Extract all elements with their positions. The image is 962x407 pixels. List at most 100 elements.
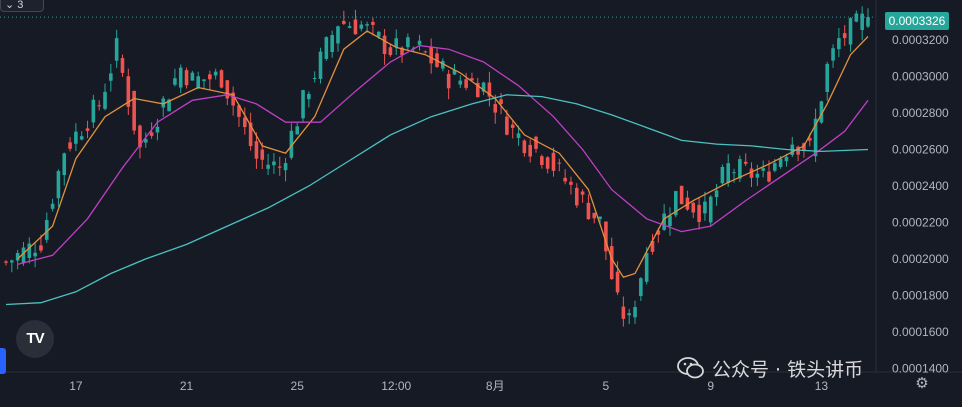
y-tick-label: 0.0002800 — [892, 106, 949, 120]
candle-body — [481, 82, 486, 92]
candle-body — [353, 19, 358, 35]
moving-average-line-2 — [17, 44, 869, 266]
candle-body — [213, 71, 218, 76]
y-tick-label: 0.0003200 — [892, 33, 949, 47]
candle-body — [580, 191, 585, 195]
candle-body — [842, 33, 847, 39]
candle-body — [423, 51, 428, 53]
candle-body — [307, 93, 311, 100]
candle-body — [639, 278, 643, 297]
x-tick-label: 5 — [603, 379, 610, 393]
candle-body — [44, 220, 49, 240]
candle-body — [74, 131, 78, 144]
candle-body — [720, 166, 725, 184]
candle-body — [807, 138, 812, 141]
candle-body — [388, 47, 393, 56]
candle-body — [534, 136, 538, 149]
side-panel-handle[interactable] — [0, 348, 6, 374]
candle-body — [417, 40, 422, 45]
candle-body — [149, 132, 154, 136]
candle-body — [91, 99, 96, 123]
candle-body — [784, 156, 789, 162]
candle-body — [662, 213, 666, 230]
candle-body — [173, 78, 177, 85]
candle-body — [219, 70, 224, 88]
candle-body — [691, 202, 696, 213]
candle-body — [831, 48, 835, 61]
candle-body — [167, 99, 171, 112]
candle-body — [656, 230, 661, 235]
candle-body — [813, 118, 818, 157]
candle-body — [103, 91, 107, 109]
candle-body — [621, 306, 626, 319]
candle-body — [120, 58, 125, 73]
candle-body — [15, 252, 20, 261]
candle-body — [231, 92, 235, 106]
candle-body — [615, 271, 620, 293]
candle-body — [359, 24, 364, 29]
candle-body — [726, 163, 731, 183]
candle-body — [371, 21, 375, 25]
candle-body — [540, 156, 544, 165]
candle-body — [382, 35, 387, 55]
candle-body — [749, 168, 754, 178]
candle-body — [761, 168, 765, 171]
candle-body — [39, 245, 43, 251]
candle-body — [452, 69, 457, 75]
candle-body — [458, 80, 463, 85]
candle-body — [10, 260, 14, 263]
candle-body — [697, 204, 701, 222]
x-tick-label: 13 — [815, 379, 829, 393]
candle-body — [114, 38, 119, 61]
candle-body — [318, 51, 323, 79]
candle-body — [574, 187, 579, 206]
candle-body — [557, 162, 562, 164]
candle-body — [406, 37, 410, 48]
watermark: 公众号 · 铁头讲币 — [676, 354, 863, 382]
candle-body — [62, 153, 67, 176]
candle-body — [27, 243, 32, 259]
candle-body — [178, 67, 183, 88]
candle-body — [184, 70, 189, 86]
candle-body — [109, 73, 113, 81]
candle-body — [225, 80, 230, 99]
y-tick-label: 0.0002400 — [892, 179, 949, 193]
indicator-collapse-button[interactable]: ⌄ 3 — [0, 0, 44, 12]
candle-body — [208, 74, 212, 80]
candle-body — [708, 196, 713, 223]
candle-body — [470, 78, 474, 81]
moving-average-line-1 — [17, 30, 869, 278]
candle-body — [598, 216, 602, 219]
candle-body — [312, 78, 317, 80]
candle-body — [126, 76, 131, 107]
candle-body — [866, 17, 870, 27]
candle-body — [650, 240, 655, 252]
candle-body — [627, 313, 631, 316]
x-tick-label: 8月 — [486, 379, 505, 393]
candle-body — [277, 166, 282, 168]
candle-body — [464, 79, 468, 88]
moving-average-line-3 — [5, 94, 869, 306]
x-tick-label: 21 — [180, 379, 194, 393]
candle-body — [202, 79, 206, 82]
candle-body — [860, 13, 864, 31]
candle-body — [243, 117, 247, 128]
candle-body — [138, 125, 142, 148]
wechat-icon — [677, 357, 704, 379]
candle-body — [330, 35, 334, 53]
candle-body — [56, 171, 61, 199]
indicator-count: 3 — [17, 0, 24, 11]
candle-body — [703, 201, 707, 214]
candle-body — [429, 46, 433, 64]
candle-body — [738, 159, 742, 179]
candle-body — [528, 144, 532, 157]
candle-body — [400, 47, 404, 56]
candle-body — [837, 38, 841, 50]
candle-body — [283, 163, 288, 171]
candle-body — [248, 122, 253, 147]
gear-icon[interactable]: ⚙ — [915, 375, 929, 392]
candle-body — [743, 161, 748, 164]
candle-body — [376, 31, 381, 37]
candle-body — [143, 138, 148, 143]
